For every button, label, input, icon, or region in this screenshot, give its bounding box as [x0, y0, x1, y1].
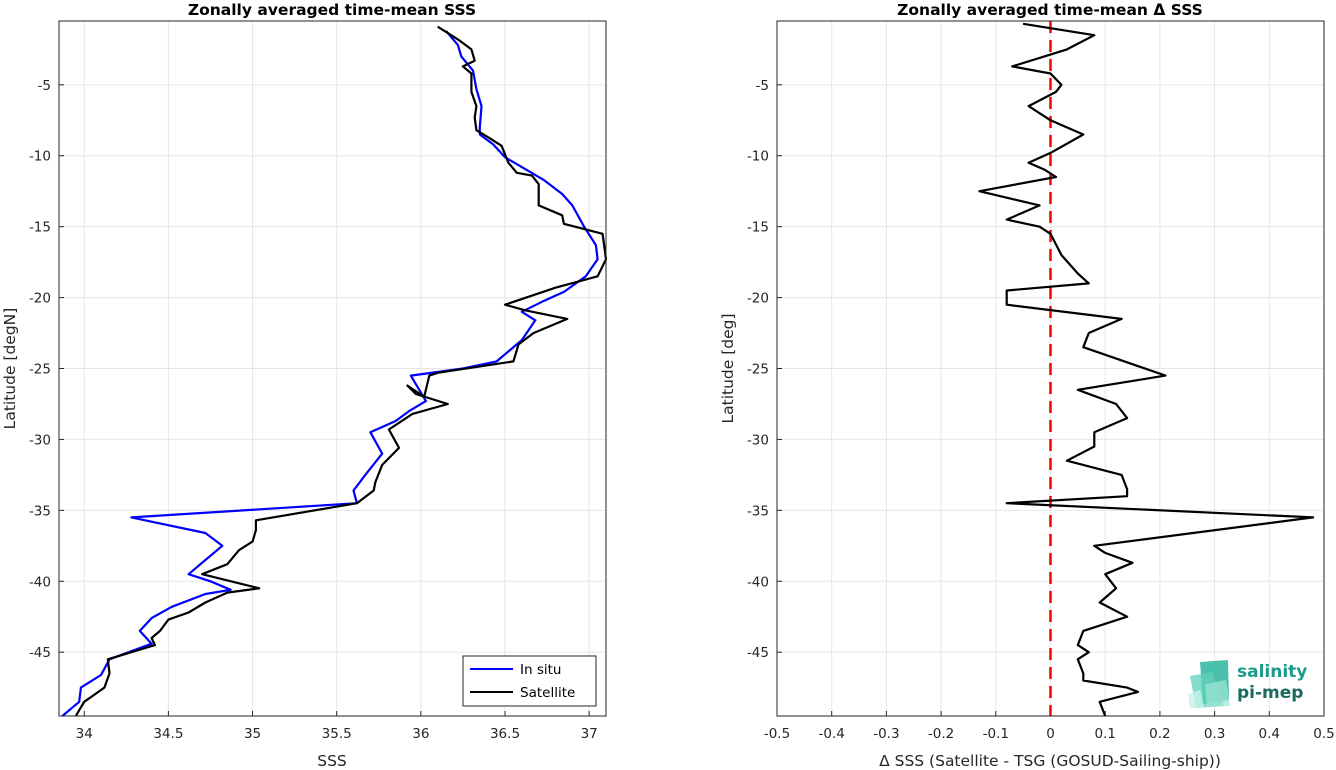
legend: In situ Satellite — [462, 655, 597, 707]
x-tick-label: -0.3 — [873, 726, 899, 742]
right-series-lines — [978, 21, 1315, 717]
right-x-tick-labels: -0.5 -0.4 -0.3 -0.2 -0.1 0 0.1 0.2 0.3 0.4 0.5 — [764, 726, 1335, 742]
y-tick-label: -45 — [747, 645, 769, 661]
left-chart-title: Zonally averaged time-mean SSS — [188, 1, 476, 19]
x-tick-label: 0.1 — [1094, 726, 1115, 742]
right-chart-title: Zonally averaged time-mean Δ SSS — [897, 1, 1203, 19]
x-tick-label: 37 — [581, 726, 598, 742]
y-tick-label: -35 — [29, 503, 51, 519]
y-tick-label: -35 — [747, 503, 769, 519]
y-tick-label: -40 — [29, 574, 51, 590]
legend-box — [462, 655, 597, 707]
left-series-lines — [61, 25, 608, 717]
left-x-tick-labels: 34 34.5 35 35.5 36 36.5 37 — [76, 726, 598, 742]
left-axes-frame — [58, 20, 607, 717]
series-line-satellite — [74, 25, 608, 717]
x-tick-label: 0.3 — [1204, 726, 1225, 742]
y-tick-label: -15 — [29, 220, 51, 236]
series-line-in-situ — [61, 30, 599, 717]
y-tick-label: -40 — [747, 574, 769, 590]
right-axes-frame — [776, 20, 1325, 717]
x-tick-label: -0.1 — [983, 726, 1009, 742]
y-tick-label: -45 — [29, 645, 51, 661]
y-tick-label: -10 — [29, 149, 51, 165]
logo-text-line2: pi-mep — [1237, 683, 1303, 703]
x-tick-label: 35 — [244, 726, 261, 742]
left-y-axis-label: Latitude [degN] — [1, 308, 19, 430]
delta-sss-line — [978, 22, 1315, 717]
legend-label-satellite: Satellite — [520, 685, 575, 701]
x-tick-label: 0 — [1046, 726, 1055, 742]
x-tick-label: 36 — [412, 726, 429, 742]
y-tick-label: -5 — [756, 78, 769, 94]
x-tick-label: 0.2 — [1149, 726, 1170, 742]
x-tick-label: -0.5 — [764, 726, 790, 742]
legend-label-in-situ: In situ — [520, 662, 561, 678]
delta-sss-panel: -0.5 -0.4 -0.3 -0.2 -0.1 0 0.1 0.2 0.3 0.4 0.5 -5-… — [719, 1, 1335, 770]
x-tick-label: 35.5 — [322, 726, 352, 742]
x-tick-label: 0.4 — [1259, 726, 1280, 742]
y-tick-label: -15 — [747, 220, 769, 236]
x-tick-label: 36.5 — [490, 726, 520, 742]
left-grid — [59, 21, 606, 716]
y-tick-label: -25 — [747, 362, 769, 378]
y-tick-label: -30 — [747, 432, 769, 448]
sss-profile-panel: 34 34.5 35 35.5 36 36.5 37 -5 -10 -15 -20 -25 -30 -3… — [1, 1, 608, 770]
right-y-axis-label: Latitude [deg] — [719, 313, 737, 423]
salinity-pi-mep-logo: salinity pi-mep — [1188, 660, 1307, 708]
y-tick-label: -20 — [29, 291, 51, 307]
x-tick-label: 34.5 — [153, 726, 183, 742]
y-tick-label: -20 — [747, 291, 769, 307]
x-tick-label: 0.5 — [1313, 726, 1334, 742]
logo-text-line1: salinity — [1237, 662, 1307, 682]
y-tick-label: -30 — [29, 432, 51, 448]
left-x-axis-label: SSS — [317, 752, 347, 770]
y-tick-label: -10 — [747, 149, 769, 165]
x-tick-label: 34 — [76, 726, 93, 742]
x-tick-label: -0.2 — [928, 726, 954, 742]
y-tick-label: -5 — [38, 78, 51, 94]
left-y-tick-labels: -5 -10 -15 -20 -25 -30 -35 -40 -45 — [29, 78, 51, 661]
x-tick-label: -0.4 — [819, 726, 845, 742]
y-tick-label: -25 — [29, 362, 51, 378]
right-y-tick-labels: -5 -10 -15 -20 -25 -30 -35 -40 -45 — [747, 78, 769, 661]
wave-logo-icon — [1188, 660, 1230, 708]
right-x-axis-label: Δ SSS (Satellite - TSG (GOSUD-Sailing-sh… — [879, 752, 1221, 770]
